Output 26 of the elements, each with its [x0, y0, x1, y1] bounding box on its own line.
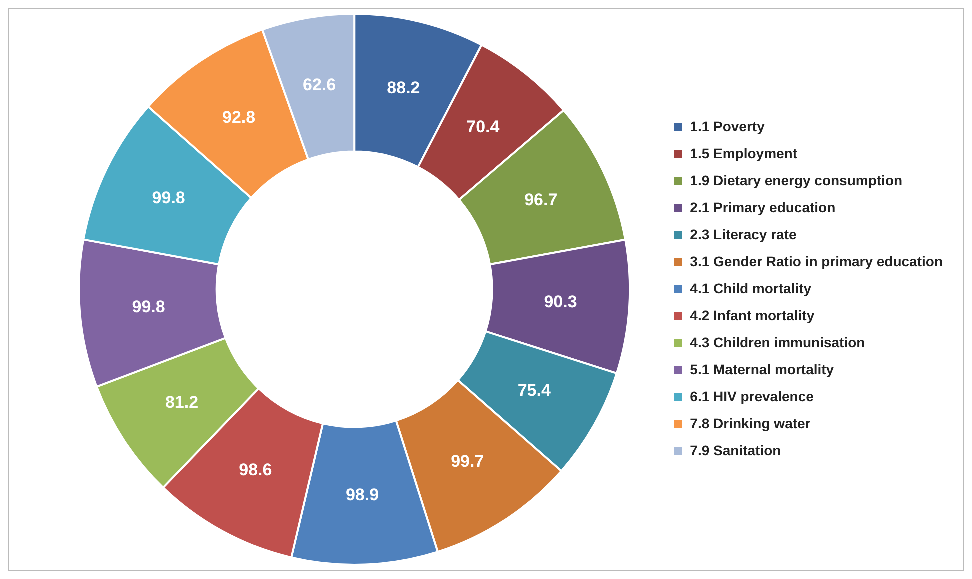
legend-label: 7.8 Drinking water [690, 415, 812, 432]
legend-label: 7.9 Sanitation [690, 442, 782, 458]
legend-label: 4.1 Child mortality [690, 280, 812, 296]
legend-label: 2.3 Literacy rate [690, 226, 797, 242]
legend-label: 3.1 Gender Ratio in primary education [690, 253, 944, 270]
data-label: 98.6 [239, 460, 272, 480]
legend-label: 4.3 Children immunisation [690, 334, 866, 350]
legend-label: 4.2 Infant mortality [690, 307, 815, 324]
data-label: 70.4 [466, 117, 500, 136]
legend-label: 6.1 HIV prevalence [690, 388, 814, 404]
data-label: 99.8 [152, 188, 186, 208]
legend-label: 1.9 Dietary energy consumption [690, 172, 903, 188]
data-label: 62.6 [303, 76, 336, 95]
legend-label: 1.1 Poverty [690, 118, 766, 134]
legend-label: 2.1 Primary education [690, 199, 836, 216]
data-label: 99.7 [451, 452, 484, 472]
data-label: 81.2 [165, 392, 199, 412]
data-label: 96.7 [524, 190, 558, 210]
data-label: 99.8 [132, 298, 166, 317]
data-label: 90.3 [544, 292, 578, 312]
legend-label: 5.1 Maternal mortality [690, 361, 834, 378]
data-label: 88.2 [387, 78, 420, 98]
legend-label: 1.5 Employment [690, 145, 798, 162]
data-label: 75.4 [518, 381, 552, 400]
data-label: 92.8 [222, 108, 256, 127]
data-label: 98.9 [346, 486, 380, 505]
